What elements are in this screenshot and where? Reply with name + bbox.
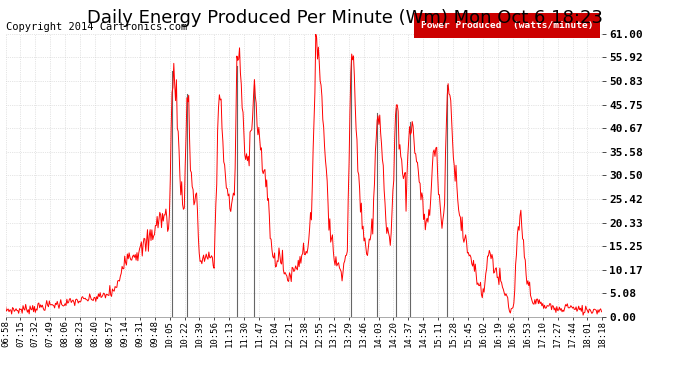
Text: Daily Energy Produced Per Minute (Wm) Mon Oct 6 18:23: Daily Energy Produced Per Minute (Wm) Mo… [87,9,603,27]
Text: Copyright 2014 Cartronics.com: Copyright 2014 Cartronics.com [6,22,187,32]
Text: Power Produced  (watts/minute): Power Produced (watts/minute) [421,21,593,30]
